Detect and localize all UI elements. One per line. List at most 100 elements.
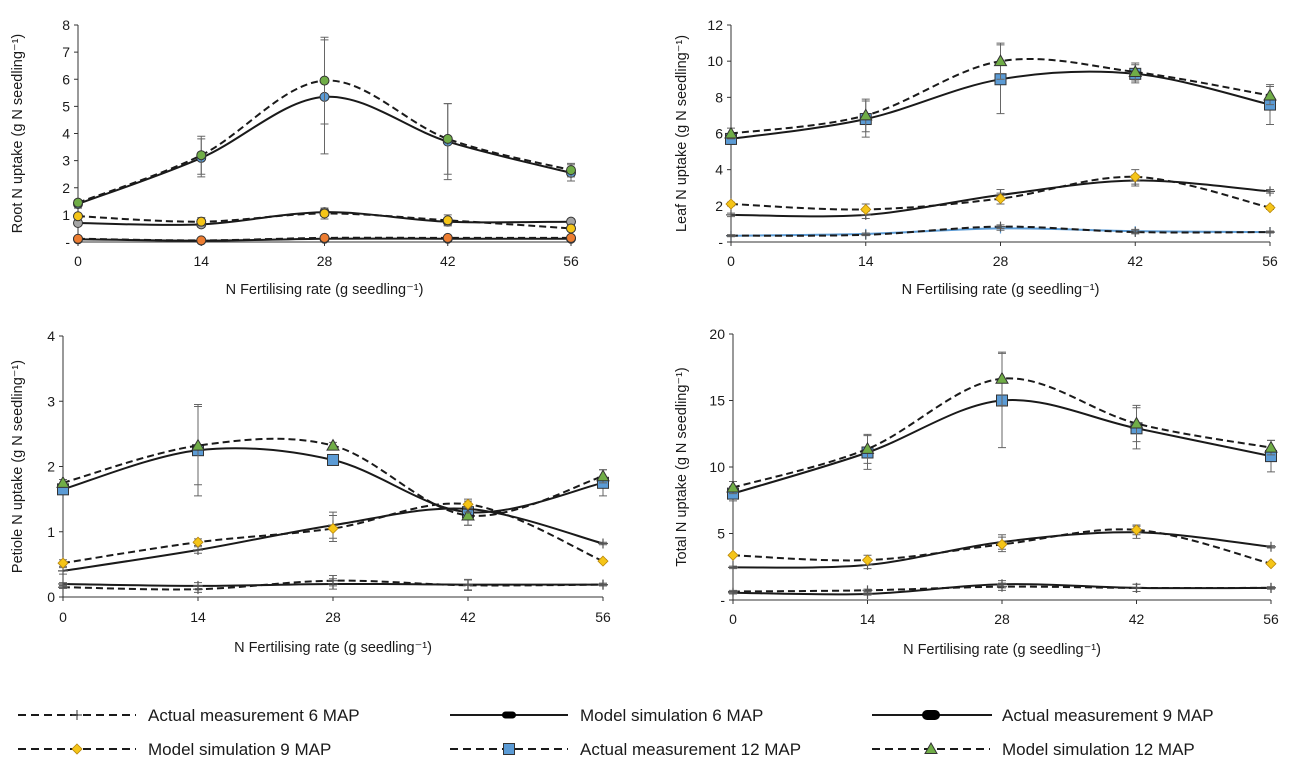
data-point xyxy=(566,165,576,176)
legend-label: Model simulation 9 MAP xyxy=(148,740,331,759)
data-point xyxy=(1264,440,1278,453)
y-tick-label: - xyxy=(720,592,725,608)
x-tick-label: 0 xyxy=(59,609,67,625)
legend: Actual measurement 6 MAP Model simulation… xyxy=(18,706,1214,759)
data-point xyxy=(328,575,338,586)
data-point xyxy=(57,557,69,569)
y-tick-label: 4 xyxy=(47,328,55,344)
x-tick-label: 0 xyxy=(729,611,737,627)
data-point xyxy=(1263,88,1277,101)
chart-panel-2: - 2 4 6 8 10 12 0 14 28 42 56 N Fertilising rate (g … xyxy=(674,17,1278,298)
y-tick-label: - xyxy=(65,234,70,250)
data-point xyxy=(319,75,330,86)
series-6 xyxy=(73,232,576,246)
legend-item-4: Model simulation 9 MAP xyxy=(18,740,331,759)
data-point xyxy=(1266,541,1276,552)
x-tick-label: 14 xyxy=(190,609,206,625)
y-tick-label: 0 xyxy=(47,589,55,605)
x-tick-label: 28 xyxy=(317,253,333,269)
data-point xyxy=(1266,582,1276,593)
series-4 xyxy=(73,207,576,234)
data-point xyxy=(860,229,871,240)
x-tick-label: 28 xyxy=(993,253,1009,269)
series-6 xyxy=(728,581,1276,597)
y-tick-label: 8 xyxy=(62,17,70,33)
legend-item-1: Actual measurement 6 MAP xyxy=(18,706,360,725)
legend-label: Model simulation 12 MAP xyxy=(1002,740,1195,759)
y-tick-label: 10 xyxy=(709,459,725,475)
y-tick-label: 7 xyxy=(62,44,70,60)
data-point xyxy=(327,453,339,466)
data-point xyxy=(725,198,737,210)
x-tick-label: 28 xyxy=(994,611,1010,627)
legend-label: Actual measurement 9 MAP xyxy=(1002,706,1214,725)
series-4 xyxy=(57,498,609,569)
x-tick-label: 56 xyxy=(1262,253,1278,269)
x-tick-label: 56 xyxy=(563,253,579,269)
x-tick-label: 42 xyxy=(1129,611,1145,627)
series-6 xyxy=(726,221,1275,241)
data-point xyxy=(196,150,207,161)
data-point xyxy=(995,221,1006,232)
x-axis-title: N Fertilising rate (g seedling⁻¹) xyxy=(234,640,432,656)
data-point xyxy=(1265,227,1275,238)
x-tick-label: 56 xyxy=(595,609,611,625)
y-tick-label: 2 xyxy=(47,459,55,475)
data-point xyxy=(596,469,610,482)
y-tick-label: - xyxy=(718,234,723,250)
data-point xyxy=(995,371,1009,384)
data-point xyxy=(1128,65,1143,78)
y-tick-label: 4 xyxy=(62,126,70,142)
x-tick-label: 42 xyxy=(1127,253,1143,269)
x-axis-title: N Fertilising rate (g seedling⁻¹) xyxy=(903,642,1101,658)
data-point xyxy=(724,126,738,139)
y-tick-label: 3 xyxy=(62,153,70,169)
y-axis-title: Total N uptake (g N seedling⁻¹) xyxy=(674,367,690,566)
data-point xyxy=(726,480,740,493)
data-point xyxy=(728,562,738,573)
x-tick-label: 42 xyxy=(440,253,456,269)
data-point xyxy=(727,549,739,561)
legend-marker xyxy=(502,711,516,719)
y-tick-label: 1 xyxy=(62,207,70,223)
y-tick-label: 6 xyxy=(62,71,70,87)
x-axis-title: N Fertilising rate (g seedling⁻¹) xyxy=(226,282,424,298)
chart-panel-3: 0 1 2 3 4 0 14 28 42 56 N Fertilising rate (g seed… xyxy=(10,328,611,656)
y-tick-label: 5 xyxy=(717,526,725,542)
legend-item-2: Model simulation 6 MAP xyxy=(450,706,763,725)
x-tick-label: 14 xyxy=(860,611,876,627)
x-tick-label: 56 xyxy=(1263,611,1279,627)
data-point xyxy=(993,54,1008,67)
data-point xyxy=(461,508,475,521)
data-point xyxy=(997,581,1007,592)
x-tick-label: 0 xyxy=(74,253,82,269)
legend-label: Model simulation 6 MAP xyxy=(580,706,763,725)
data-point xyxy=(1129,416,1144,429)
legend-marker xyxy=(503,743,515,755)
data-point xyxy=(996,538,1008,550)
data-point xyxy=(196,235,207,246)
y-axis-title: Leaf N uptake (g N seedling⁻¹) xyxy=(674,35,690,232)
data-point xyxy=(442,133,453,144)
legend-item-5: Actual measurement 12 MAP xyxy=(450,740,801,759)
data-point xyxy=(566,223,576,234)
series-6 xyxy=(58,574,608,595)
legend-marker xyxy=(924,741,938,754)
data-point xyxy=(598,579,608,590)
data-point xyxy=(1130,227,1141,238)
data-point xyxy=(442,215,453,226)
legend-label: Actual measurement 6 MAP xyxy=(148,706,360,725)
series-2 xyxy=(56,405,610,526)
y-tick-label: 3 xyxy=(47,393,55,409)
x-tick-label: 14 xyxy=(858,253,874,269)
data-point xyxy=(862,585,873,596)
data-point xyxy=(566,232,576,243)
y-tick-label: 6 xyxy=(715,126,723,142)
data-point xyxy=(1264,202,1276,214)
legend-marker xyxy=(72,710,82,720)
data-point xyxy=(1131,582,1142,593)
x-tick-label: 42 xyxy=(460,609,476,625)
data-point xyxy=(319,232,330,243)
data-point xyxy=(73,211,83,222)
